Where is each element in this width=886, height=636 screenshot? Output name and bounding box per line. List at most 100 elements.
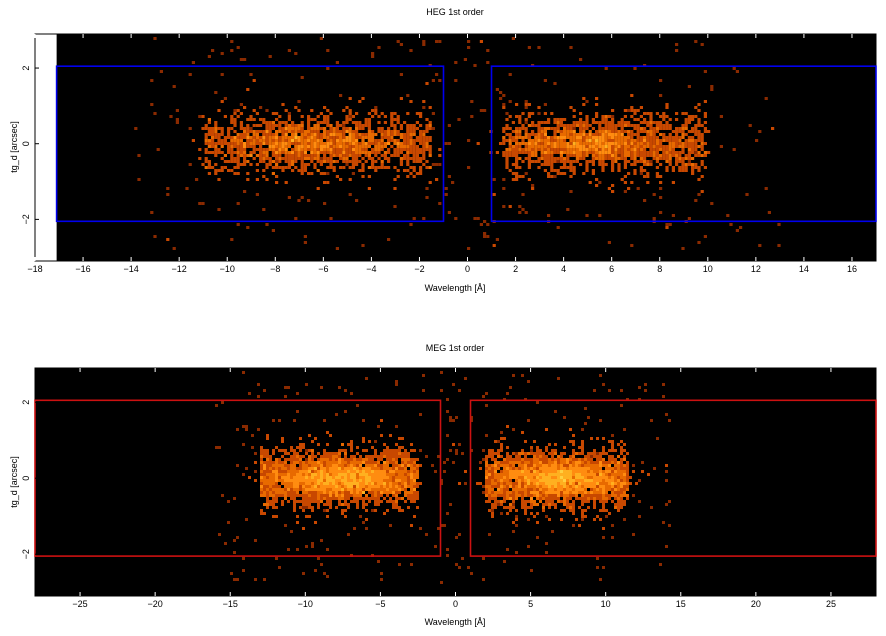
- heatmap-cell: [338, 500, 341, 503]
- heatmap-cell: [403, 136, 407, 139]
- heatmap-cell: [506, 488, 509, 491]
- heatmap-cell: [633, 142, 637, 145]
- heatmap-cell: [419, 130, 423, 133]
- heatmap-cell: [512, 473, 515, 476]
- heatmap-cell: [569, 163, 573, 166]
- heatmap-cell: [316, 157, 320, 160]
- heatmap-cell: [617, 166, 621, 169]
- heatmap-cell: [518, 157, 522, 160]
- heatmap-cell: [530, 467, 533, 470]
- heatmap-cell: [627, 160, 631, 163]
- heatmap-cell: [278, 148, 282, 151]
- heatmap-cell: [700, 139, 704, 142]
- heatmap-cell: [527, 461, 530, 464]
- heatmap-cell: [358, 145, 362, 148]
- heatmap-cell: [290, 491, 293, 494]
- heatmap-cell: [617, 479, 620, 482]
- heatmap-cell: [697, 178, 701, 181]
- heatmap-cell: [246, 127, 250, 130]
- heatmap-cell: [323, 118, 327, 121]
- heatmap-cell: [585, 136, 589, 139]
- heatmap-cell: [266, 500, 269, 503]
- heatmap-cell: [259, 154, 263, 157]
- heatmap-cell: [272, 479, 275, 482]
- heatmap-cell: [412, 154, 416, 157]
- heatmap-cell: [339, 136, 343, 139]
- heatmap-cell: [268, 136, 272, 139]
- heatmap-cell: [137, 154, 141, 157]
- heatmap-cell: [204, 166, 208, 169]
- heatmap-cell: [500, 479, 503, 482]
- heatmap-cell: [243, 148, 247, 151]
- heatmap-cell: [703, 70, 707, 73]
- heatmap-cell: [401, 497, 404, 500]
- heatmap-cell: [263, 470, 266, 473]
- heatmap-cell: [353, 482, 356, 485]
- heatmap-cell: [428, 181, 432, 184]
- heatmap-cell: [317, 557, 320, 560]
- heatmap-cell: [470, 449, 473, 452]
- heatmap-cell: [218, 446, 221, 449]
- heatmap-cell: [386, 509, 389, 512]
- heatmap-cell: [548, 518, 551, 521]
- heatmap-cell: [345, 127, 349, 130]
- heatmap-cell: [296, 461, 299, 464]
- heatmap-cell: [302, 494, 305, 497]
- heatmap-cell: [406, 151, 410, 154]
- heatmap-cell: [314, 470, 317, 473]
- heatmap-cell: [563, 452, 566, 455]
- heatmap-cell: [254, 539, 257, 542]
- heatmap-cell: [726, 214, 730, 217]
- heatmap-cell: [700, 163, 704, 166]
- heatmap-cell: [587, 506, 590, 509]
- heatmap-cell: [623, 485, 626, 488]
- heatmap-cell: [675, 145, 679, 148]
- heatmap-cell: [548, 503, 551, 506]
- heatmap-cell: [415, 172, 419, 175]
- heatmap-cell: [554, 461, 557, 464]
- heatmap-cell: [353, 491, 356, 494]
- heatmap-cell: [365, 497, 368, 500]
- heatmap-cell: [319, 163, 323, 166]
- heatmap-cell: [294, 136, 298, 139]
- heatmap-cell: [537, 133, 541, 136]
- heatmap-cell: [311, 491, 314, 494]
- heatmap-cell: [278, 142, 282, 145]
- heatmap-cell: [409, 148, 413, 151]
- heatmap-cell: [700, 142, 704, 145]
- heatmap-cell: [239, 139, 243, 142]
- heatmap-cell: [387, 151, 391, 154]
- heatmap-cell: [339, 124, 343, 127]
- heatmap-cell: [506, 470, 509, 473]
- heatmap-cell: [697, 139, 701, 142]
- heatmap-cell: [521, 482, 524, 485]
- heatmap-cell: [611, 133, 615, 136]
- heatmap-cell: [521, 503, 524, 506]
- heatmap-cell: [407, 458, 410, 461]
- heatmap-cell: [211, 49, 215, 52]
- heatmap-cell: [305, 494, 308, 497]
- heatmap-cell: [649, 136, 653, 139]
- heatmap-cell: [593, 464, 596, 467]
- heatmap-cell: [569, 145, 573, 148]
- heatmap-cell: [575, 485, 578, 488]
- heatmap-cell: [611, 139, 615, 142]
- heatmap-cell: [246, 88, 250, 91]
- heatmap-cell: [207, 142, 211, 145]
- heatmap-cell: [302, 443, 305, 446]
- heatmap-cell: [323, 503, 326, 506]
- heatmap-cell: [364, 133, 368, 136]
- heatmap-cell: [278, 491, 281, 494]
- heatmap-cell: [591, 154, 595, 157]
- heatmap-cell: [662, 115, 666, 118]
- heatmap-cell: [266, 503, 269, 506]
- heatmap-cell: [323, 464, 326, 467]
- heatmap-cell: [214, 163, 218, 166]
- heatmap-cell: [371, 166, 375, 169]
- heatmap-cell: [691, 130, 695, 133]
- heatmap-cell: [595, 103, 599, 106]
- heatmap-cell: [518, 470, 521, 473]
- heatmap-cell: [557, 464, 560, 467]
- heatmap-cell: [278, 115, 282, 118]
- heatmap-cell: [518, 491, 521, 494]
